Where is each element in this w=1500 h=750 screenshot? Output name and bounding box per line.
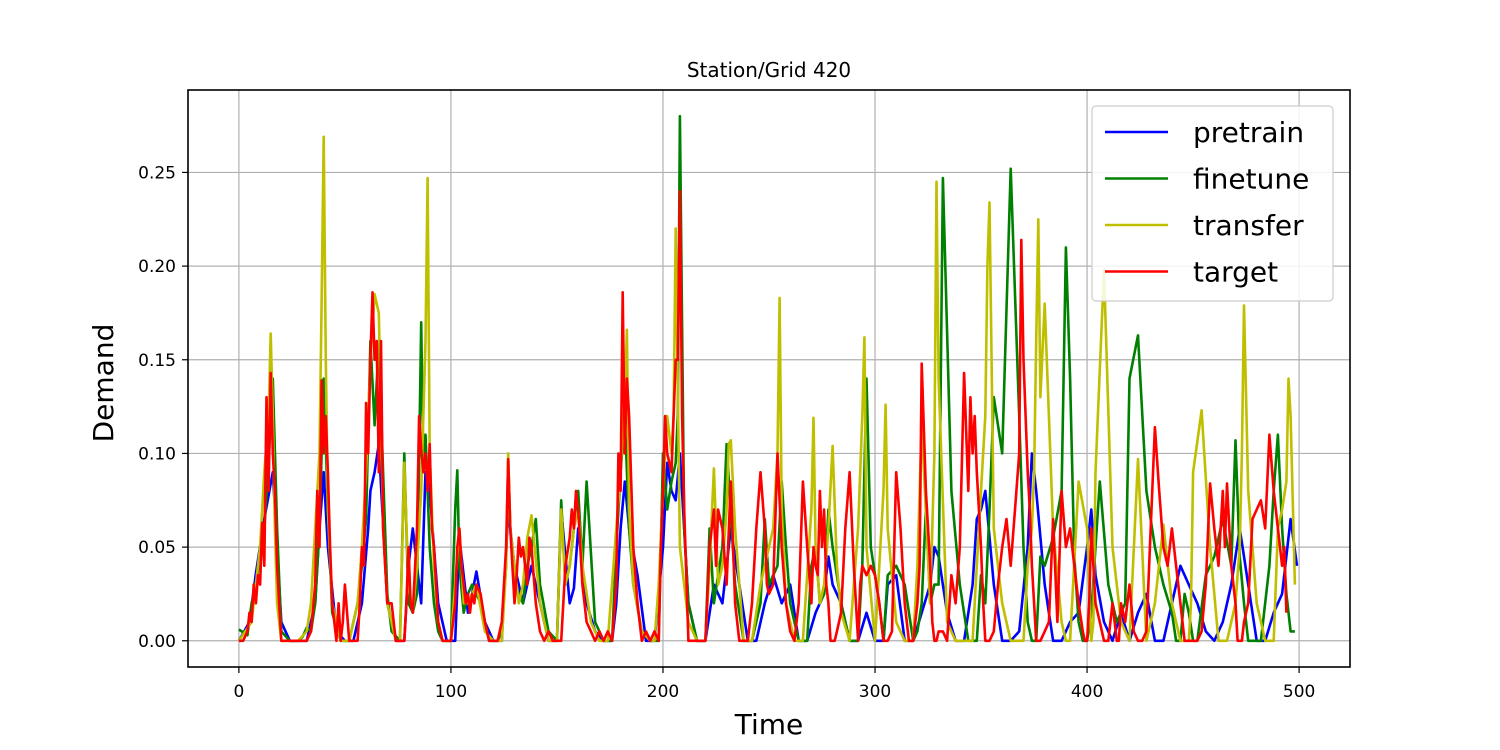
chart-title: Station/Grid 420: [687, 58, 851, 82]
x-tick-label: 500: [1283, 682, 1315, 702]
y-tick-label: 0.10: [138, 444, 176, 464]
axis-ticks: 0 100 200 300 400 500 0.00 0.05 0.10 0.15 0.20 0.25: [138, 163, 1315, 702]
legend-label-finetune: finetune: [1193, 163, 1309, 196]
x-tick-label: 200: [647, 682, 679, 702]
x-tick-label: 300: [859, 682, 891, 702]
y-tick-label: 0.05: [138, 538, 176, 558]
y-tick-label: 0.25: [138, 163, 176, 183]
x-tick-label: 0: [233, 682, 244, 702]
legend-box: [1091, 105, 1334, 302]
series-lines: [237, 114, 1299, 643]
plot-frame: [187, 89, 1351, 668]
y-tick-label: 0.00: [138, 632, 176, 652]
y-tick-label: 0.15: [138, 351, 176, 371]
x-tick-label: 100: [435, 682, 467, 702]
legend-label-pretrain: pretrain: [1193, 116, 1304, 149]
y-axis-label: Demand: [87, 324, 120, 443]
y-tick-label: 0.20: [138, 257, 176, 277]
legend-label-target: target: [1193, 256, 1278, 289]
legend: pretrain finetune transfer target: [1091, 105, 1334, 302]
legend-label-transfer: transfer: [1193, 209, 1304, 242]
x-tick-label: 400: [1071, 682, 1103, 702]
series-line-target: [238, 189, 1288, 643]
x-axis-label: Time: [734, 708, 804, 741]
